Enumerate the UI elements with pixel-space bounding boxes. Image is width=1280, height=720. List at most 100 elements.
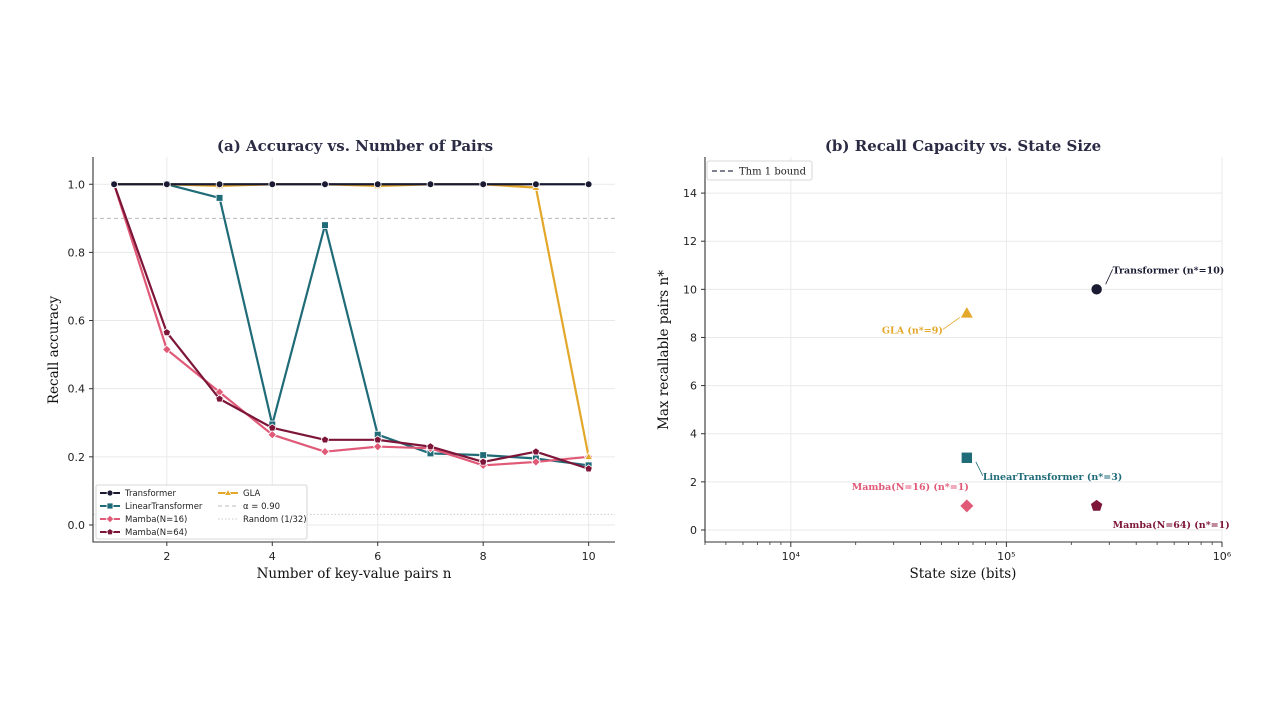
y-tick-label-10: 10 [683, 283, 697, 296]
point-mamba-n-64-4 [268, 423, 277, 432]
series-line-mamba-n-16 [113, 183, 589, 467]
y-tick-label-0-8: 0.8 [68, 246, 86, 259]
point-mamba-n-16 [960, 499, 974, 513]
point-group-lineartransformer: LinearTransformer (n*=3) [961, 452, 1122, 483]
chart-b-xlabel: State size (bits) [910, 566, 1017, 582]
legend-marker-gla [223, 488, 233, 496]
x-tick-label-10: 10 [582, 550, 596, 563]
y-tick-label-14: 14 [683, 187, 697, 200]
point-mamba-n-64-8 [478, 457, 488, 466]
point-transformer-4 [268, 180, 277, 189]
point-transformer-6 [373, 180, 382, 189]
annotation-gla: GLA (n*=9) [882, 325, 943, 336]
chart-b-title: (b) Recall Capacity vs. State Size [825, 137, 1101, 155]
legend-label-0-90: α = 0.90 [243, 502, 280, 512]
y-tick-label-0-6: 0.6 [68, 315, 86, 328]
chart-a-reference-lines [93, 217, 615, 515]
point-lineartransformer-8 [479, 451, 487, 459]
annotation-leader-lineartransformer [975, 461, 984, 476]
y-tick-label-4: 4 [690, 428, 697, 441]
point-transformer-2 [163, 180, 171, 189]
legend-label-random-1-32: Random (1/32) [243, 515, 307, 525]
chart-a-spines [92, 157, 615, 543]
x-tick-label-2: 2 [163, 550, 170, 563]
legend-item-mamba-n-16: Mamba(N=16) [100, 514, 187, 525]
point-transformer-10 [584, 180, 593, 189]
point-mamba-n-64-10 [584, 464, 593, 473]
point-transformer-5 [321, 180, 329, 189]
x-tick-label-6: 6 [374, 550, 381, 563]
legend-label-mamba-n-64: Mamba(N=64) [125, 528, 187, 538]
chart-a-xlabel: Number of key-value pairs n [257, 566, 452, 582]
point-mamba-n-16-5 [320, 446, 330, 457]
point-mamba-n-64 [1090, 499, 1103, 511]
legend-label-thm-1-bound: Thm 1 bound [739, 167, 807, 178]
series-gla [109, 179, 594, 460]
y-tick-label-1: 1.0 [68, 178, 86, 191]
legend-item-lineartransformer: LinearTransformer [100, 502, 203, 512]
legend-label-mamba-n-16: Mamba(N=16) [125, 515, 187, 525]
point-transformer-9 [532, 180, 540, 189]
series-lineartransformer [110, 180, 593, 470]
x-tick-label-100000: 10⁵ [997, 550, 1015, 563]
point-transformer [1091, 284, 1102, 295]
point-lineartransformer-3 [215, 194, 224, 202]
point-group-mamba-n-64: Mamba(N=64) (n*=1) [1090, 499, 1230, 531]
point-mamba-n-64-5 [320, 435, 330, 444]
legend-item-0-90: α = 0.90 [218, 502, 280, 512]
y-tick-label-8: 8 [690, 331, 697, 344]
point-group-mamba-n-16: Mamba(N=16) (n*=1) [852, 482, 974, 513]
annotation-mamba-n-64: Mamba(N=64) (n*=1) [1113, 520, 1230, 531]
legend-item-random-1-32: Random (1/32) [218, 515, 307, 525]
x-tick-label-8: 8 [480, 550, 487, 563]
legend-label-transformer: Transformer [124, 489, 177, 499]
point-transformer-7 [426, 180, 435, 189]
legend-marker-mamba-n-64 [106, 528, 114, 536]
chart-b-points: Transformer (n*=10) GLA (n*=9) LinearTrans… [852, 265, 1230, 531]
chart-a-legend: Transformer LinearTransformer Mamba(N=16) M… [95, 484, 308, 540]
x-tick-label-1000000: 10⁶ [1213, 550, 1232, 563]
annotation-leader-gla [942, 317, 961, 330]
point-mamba-n-64-2 [162, 328, 172, 337]
chart-a-ticks: 2 4 6 8 10 0.0 0.2 0.4 0.6 0.8 1.0 [68, 178, 596, 563]
point-group-transformer: Transformer (n*=10) [1091, 265, 1224, 295]
series-mamba-n-16 [109, 179, 594, 471]
legend-item-transformer: Transformer [100, 489, 177, 499]
point-lineartransformer [961, 452, 973, 463]
chart-a-title: (a) Accuracy vs. Number of Pairs [217, 137, 493, 155]
point-lineartransformer-5 [321, 221, 329, 229]
y-tick-label-0-4: 0.4 [68, 383, 86, 396]
legend-item-gla: GLA [218, 488, 261, 499]
chart-b-ticks: 10⁴ 10⁵ 10⁶ 0 2 4 6 8 10 12 14 [683, 187, 1232, 563]
legend-label-lineartransformer: LinearTransformer [125, 502, 203, 512]
chart-a-ylabel: Recall accuracy [46, 296, 62, 405]
annotation-mamba-n-16: Mamba(N=16) (n*=1) [852, 482, 969, 493]
point-transformer-1 [110, 180, 118, 189]
chart-b-legend: Thm 1 bound [706, 160, 813, 181]
legend-marker-lineartransformer [106, 502, 114, 510]
point-mamba-n-64-6 [373, 435, 382, 444]
y-tick-label-2: 2 [690, 476, 697, 489]
chart-b-ylabel: Max recallable pairs n* [656, 270, 672, 430]
point-mamba-n-64-3 [215, 394, 224, 403]
point-mamba-n-64-9 [531, 447, 541, 456]
legend-marker-mamba-n-16 [105, 514, 115, 524]
point-gla [960, 307, 973, 318]
x-tick-label-10000: 10⁴ [782, 550, 801, 563]
point-transformer-3 [215, 180, 224, 189]
point-mamba-n-16-9 [531, 457, 541, 467]
y-tick-label-12: 12 [683, 235, 697, 248]
chart-b-grid [705, 157, 1223, 542]
point-mamba-n-64-7 [426, 442, 435, 451]
y-tick-label-0-2: 0.2 [68, 451, 86, 464]
annotation-leader-transformer [1105, 269, 1113, 285]
panel-a-line-chart: (a) Accuracy vs. Number of Pairs 2 4 6 8 10 0… [46, 137, 615, 582]
legend-label-gla: GLA [243, 489, 261, 499]
legend-item-mamba-n-64: Mamba(N=64) [100, 528, 187, 538]
point-group-gla: GLA (n*=9) [882, 307, 973, 336]
series-line-mamba-n-64 [113, 183, 589, 470]
series-line-lineartransformer [114, 183, 589, 467]
point-mamba-n-16-4 [267, 429, 278, 440]
panel-b-scatter-chart: (b) Recall Capacity vs. State Size Trans… [656, 137, 1232, 582]
